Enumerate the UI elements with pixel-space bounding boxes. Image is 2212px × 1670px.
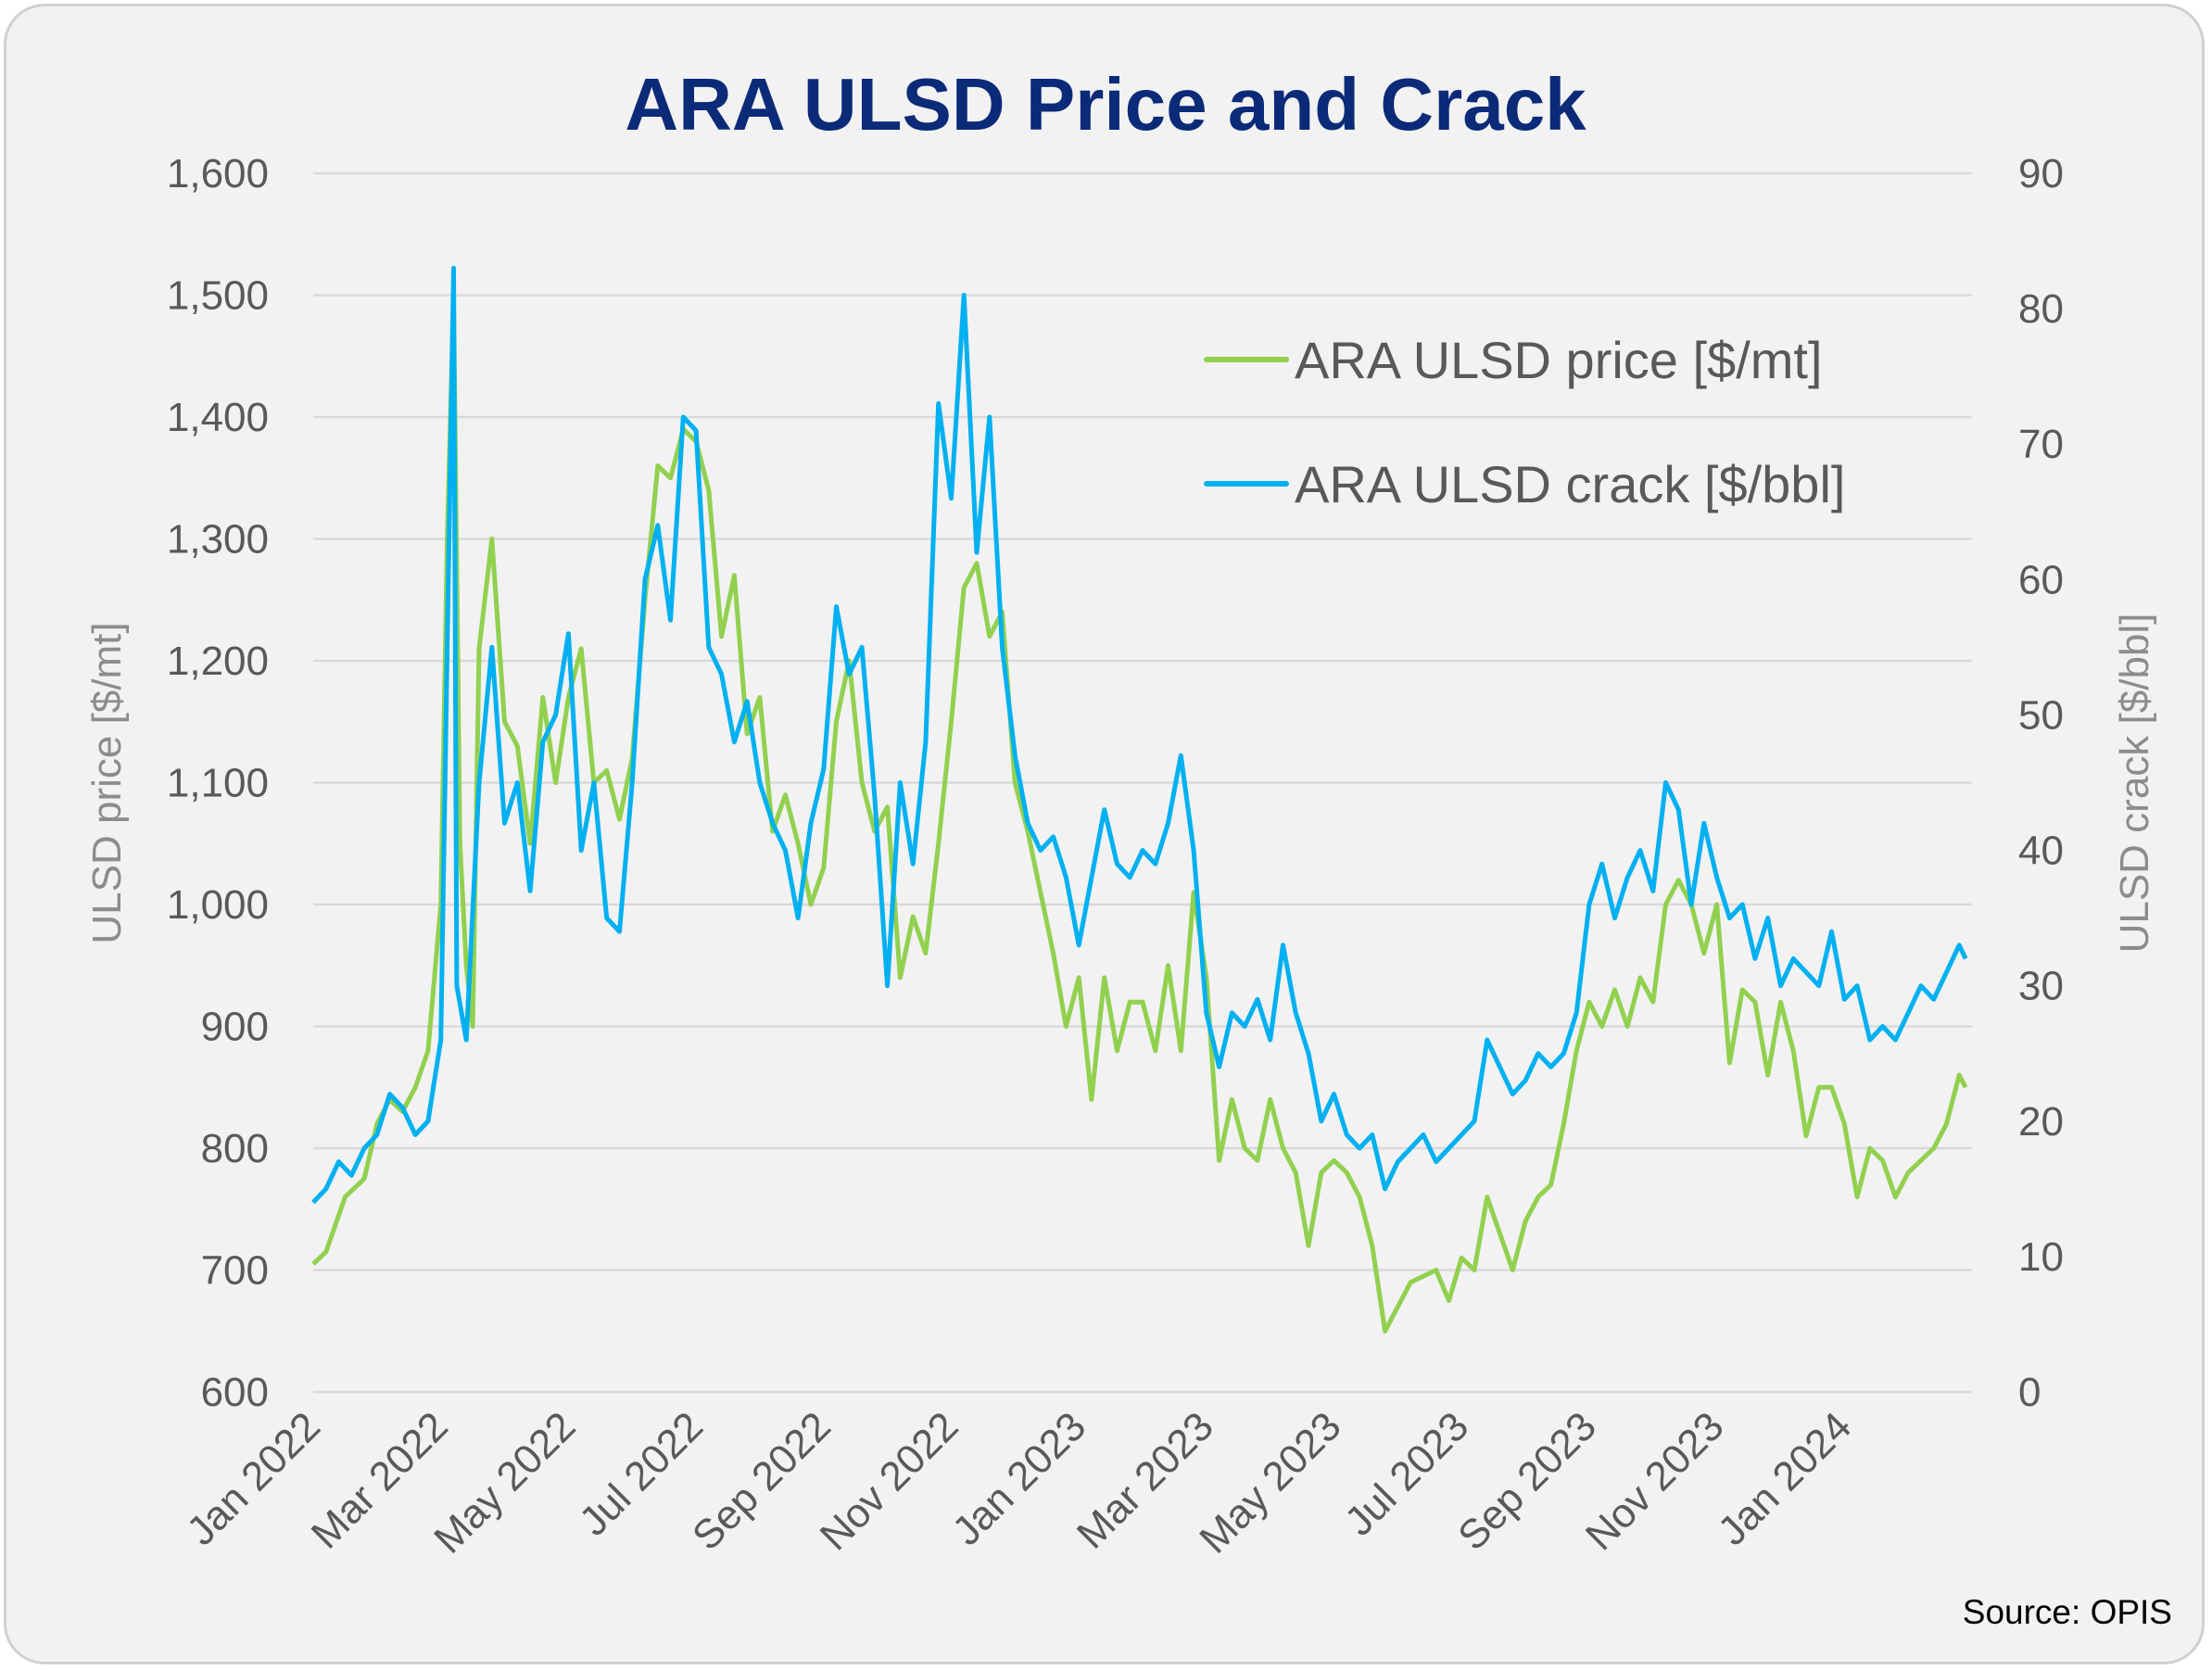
legend-label-crack: ARA ULSD crack [$/bbl] [1295, 455, 1845, 513]
right-tick-label: 40 [2018, 829, 2064, 874]
left-tick-label: 600 [201, 1370, 269, 1415]
right-tick-label: 80 [2018, 286, 2064, 332]
left-tick-label: 1,300 [167, 517, 269, 563]
gridlines [313, 171, 1972, 1394]
left-tick-label: 1,400 [167, 395, 269, 440]
chart-panel [4, 4, 2205, 1664]
x-tick-label: Jan 2022 [178, 1403, 329, 1554]
right-tick-label: 30 [2018, 964, 2064, 1009]
right-tick-label: 10 [2018, 1234, 2064, 1280]
right-tick-label: 90 [2018, 151, 2064, 196]
left-tick-label: 1,500 [167, 273, 269, 319]
x-tick-label: Jan 2024 [1710, 1403, 1861, 1554]
right-axis-title: ULSD crack [$/bbl] [2112, 614, 2157, 954]
x-tick-label: May 2023 [1191, 1403, 1349, 1562]
x-tick-label: Sep 2022 [684, 1403, 840, 1559]
x-tick-label: Jan 2023 [944, 1403, 1095, 1554]
right-tick-label: 60 [2018, 557, 2064, 602]
left-tick-label: 700 [201, 1248, 269, 1294]
x-tick-label: May 2022 [425, 1403, 584, 1562]
right-axis-ticks: 0 10 20 30 40 50 60 70 80 90 [2018, 151, 2064, 1415]
left-axis-ticks: 600 700 800 900 1,000 1,100 1,200 1,300 1,400 1,5… [167, 151, 269, 1415]
price-series-line [311, 293, 1968, 1334]
legend-label-price: ARA ULSD price [$/mt] [1295, 331, 1823, 389]
left-axis-title: ULSD price [$/mt] [84, 622, 130, 943]
right-tick-label: 50 [2018, 692, 2064, 738]
left-tick-label: 800 [201, 1126, 269, 1171]
left-tick-label: 1,600 [167, 151, 269, 196]
right-tick-label: 0 [2018, 1370, 2041, 1415]
x-tick-label: Nov 2022 [812, 1403, 967, 1559]
left-tick-label: 1,100 [167, 761, 269, 806]
series-lines [311, 265, 1968, 1334]
source-note: Source: OPIS [1963, 1593, 2172, 1631]
legend: ARA ULSD price [$/mt] ARA ULSD crack [$/… [1204, 331, 1845, 513]
left-tick-label: 1,000 [167, 882, 269, 928]
x-tick-label: Nov 2023 [1577, 1403, 1733, 1559]
right-tick-label: 70 [2018, 422, 2064, 467]
crack-series-line [311, 265, 1968, 1205]
chart-title: ARA ULSD Price and Crack [625, 63, 1586, 145]
x-tick-label: Sep 2023 [1449, 1403, 1605, 1559]
right-tick-label: 20 [2018, 1099, 2064, 1145]
left-tick-label: 1,200 [167, 639, 269, 684]
left-tick-label: 900 [201, 1005, 269, 1050]
